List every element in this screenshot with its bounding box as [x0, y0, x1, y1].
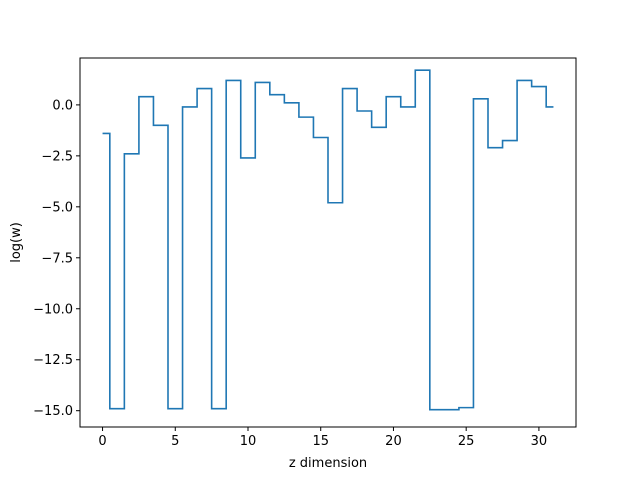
y-tick-label: −5.0 [41, 200, 73, 215]
y-tick-label: −12.5 [33, 353, 73, 368]
plot-area [79, 57, 577, 428]
x-tick-label: 25 [458, 434, 475, 449]
x-tick-label: 0 [98, 434, 106, 449]
x-axis-label: z dimension [289, 456, 367, 471]
y-axis-label: log(w) [9, 222, 24, 263]
series-layer [102, 69, 554, 411]
x-tick-label: 5 [171, 434, 179, 449]
series-line-0 [102, 69, 554, 411]
x-tick-label: 30 [531, 434, 548, 449]
x-axis: 0 5 10 15 20 25 30 [98, 427, 547, 449]
x-tick-label: 10 [240, 434, 257, 449]
y-tick-label: 0.0 [52, 98, 73, 113]
plot-frame [79, 57, 577, 428]
y-tick-label: −2.5 [41, 149, 73, 164]
y-tick-label: −7.5 [41, 251, 73, 266]
x-tick-label: 20 [385, 434, 402, 449]
y-tick-label: −10.0 [33, 302, 73, 317]
x-tick-label: 15 [312, 434, 329, 449]
y-tick-label: −15.0 [33, 404, 73, 419]
y-axis: 0.0 −2.5 −5.0 −7.5 −10.0 −12.5 −15.0 [33, 98, 80, 419]
